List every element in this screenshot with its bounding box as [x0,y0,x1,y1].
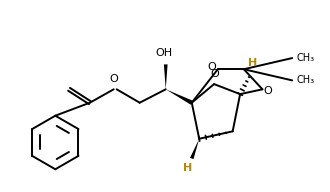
Text: CH₃: CH₃ [297,53,315,63]
Text: H: H [248,59,257,69]
Polygon shape [190,139,199,159]
Text: O: O [109,74,118,84]
Text: OH: OH [155,48,173,58]
Polygon shape [166,89,193,105]
Text: CH₃: CH₃ [297,75,315,85]
Text: H: H [183,163,192,173]
Text: O: O [263,86,272,96]
Text: O: O [211,69,219,79]
Polygon shape [164,64,168,89]
Text: O: O [208,62,216,72]
